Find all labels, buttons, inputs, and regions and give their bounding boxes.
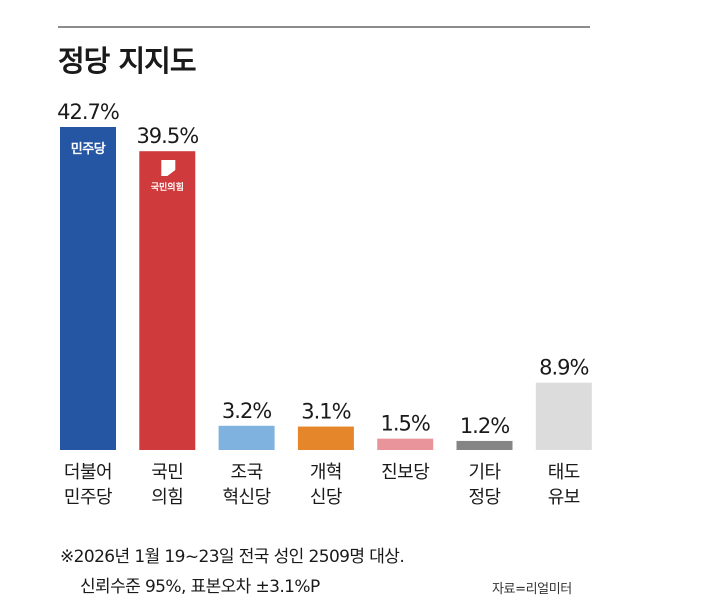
- footnote-confidence: 신뢰수준 95%, 표본오차 ±3.1%P: [80, 577, 320, 597]
- category-label-5-1: 정당: [468, 487, 500, 508]
- category-label-0-0: 더불어: [64, 462, 112, 483]
- category-label-3-1: 신당: [310, 487, 342, 508]
- category-label-1-0: 국민: [151, 462, 183, 483]
- bar-4: [377, 438, 434, 450]
- category-label-0-1: 민주당: [64, 487, 112, 508]
- category-label-2-1: 혁신당: [223, 487, 271, 508]
- category-label-3-0: 개혁: [310, 462, 342, 483]
- chart-title: 정당 지지도: [58, 44, 196, 78]
- top-rule: [58, 26, 590, 28]
- bar-1: [139, 151, 196, 450]
- footnote-survey: ※2026년 1월 19~23일 전국 성인 2509명 대상.: [60, 547, 405, 567]
- bar-0: [60, 127, 116, 450]
- bars-group: [60, 127, 592, 450]
- category-label-1-1: 의힘: [151, 487, 183, 508]
- bar-2: [218, 425, 275, 450]
- category-label-2-0: 조국: [231, 462, 263, 483]
- bar-chart: 42.7%39.5%3.2% 3.1%1.5% 1.2%8.9% 더불어민주당국민의…: [57, 100, 592, 508]
- bar-5: [456, 440, 513, 450]
- democratic-logo-text: 민주당: [71, 141, 106, 157]
- ppp-logo-icon: [161, 160, 176, 176]
- value-label-6: 8.9%: [539, 356, 588, 380]
- value-label-3: 3.1%: [301, 400, 350, 424]
- value-label-0: 42.7%: [57, 100, 119, 124]
- value-label-4: 1.5%: [381, 412, 430, 436]
- bar-3: [297, 426, 354, 450]
- bar-6: [535, 382, 592, 450]
- value-label-5: 1.2%: [460, 414, 509, 438]
- value-label-1: 39.5%: [136, 124, 198, 148]
- category-label-5-0: 기타: [468, 462, 501, 483]
- source-credit: 자료=리얼미터: [492, 582, 572, 597]
- category-label-4-0: 진보당: [381, 462, 429, 483]
- value-labels-group: 42.7% 39.5% 3.2% 3.1% 1.5% 1.2% 8.9%: [57, 100, 589, 438]
- category-label-6-1: 유보: [548, 487, 580, 508]
- ppp-logo-text: 국민의힘: [151, 181, 184, 193]
- value-label-2: 3.2%: [222, 399, 271, 423]
- category-label-6-0: 태도: [548, 462, 580, 483]
